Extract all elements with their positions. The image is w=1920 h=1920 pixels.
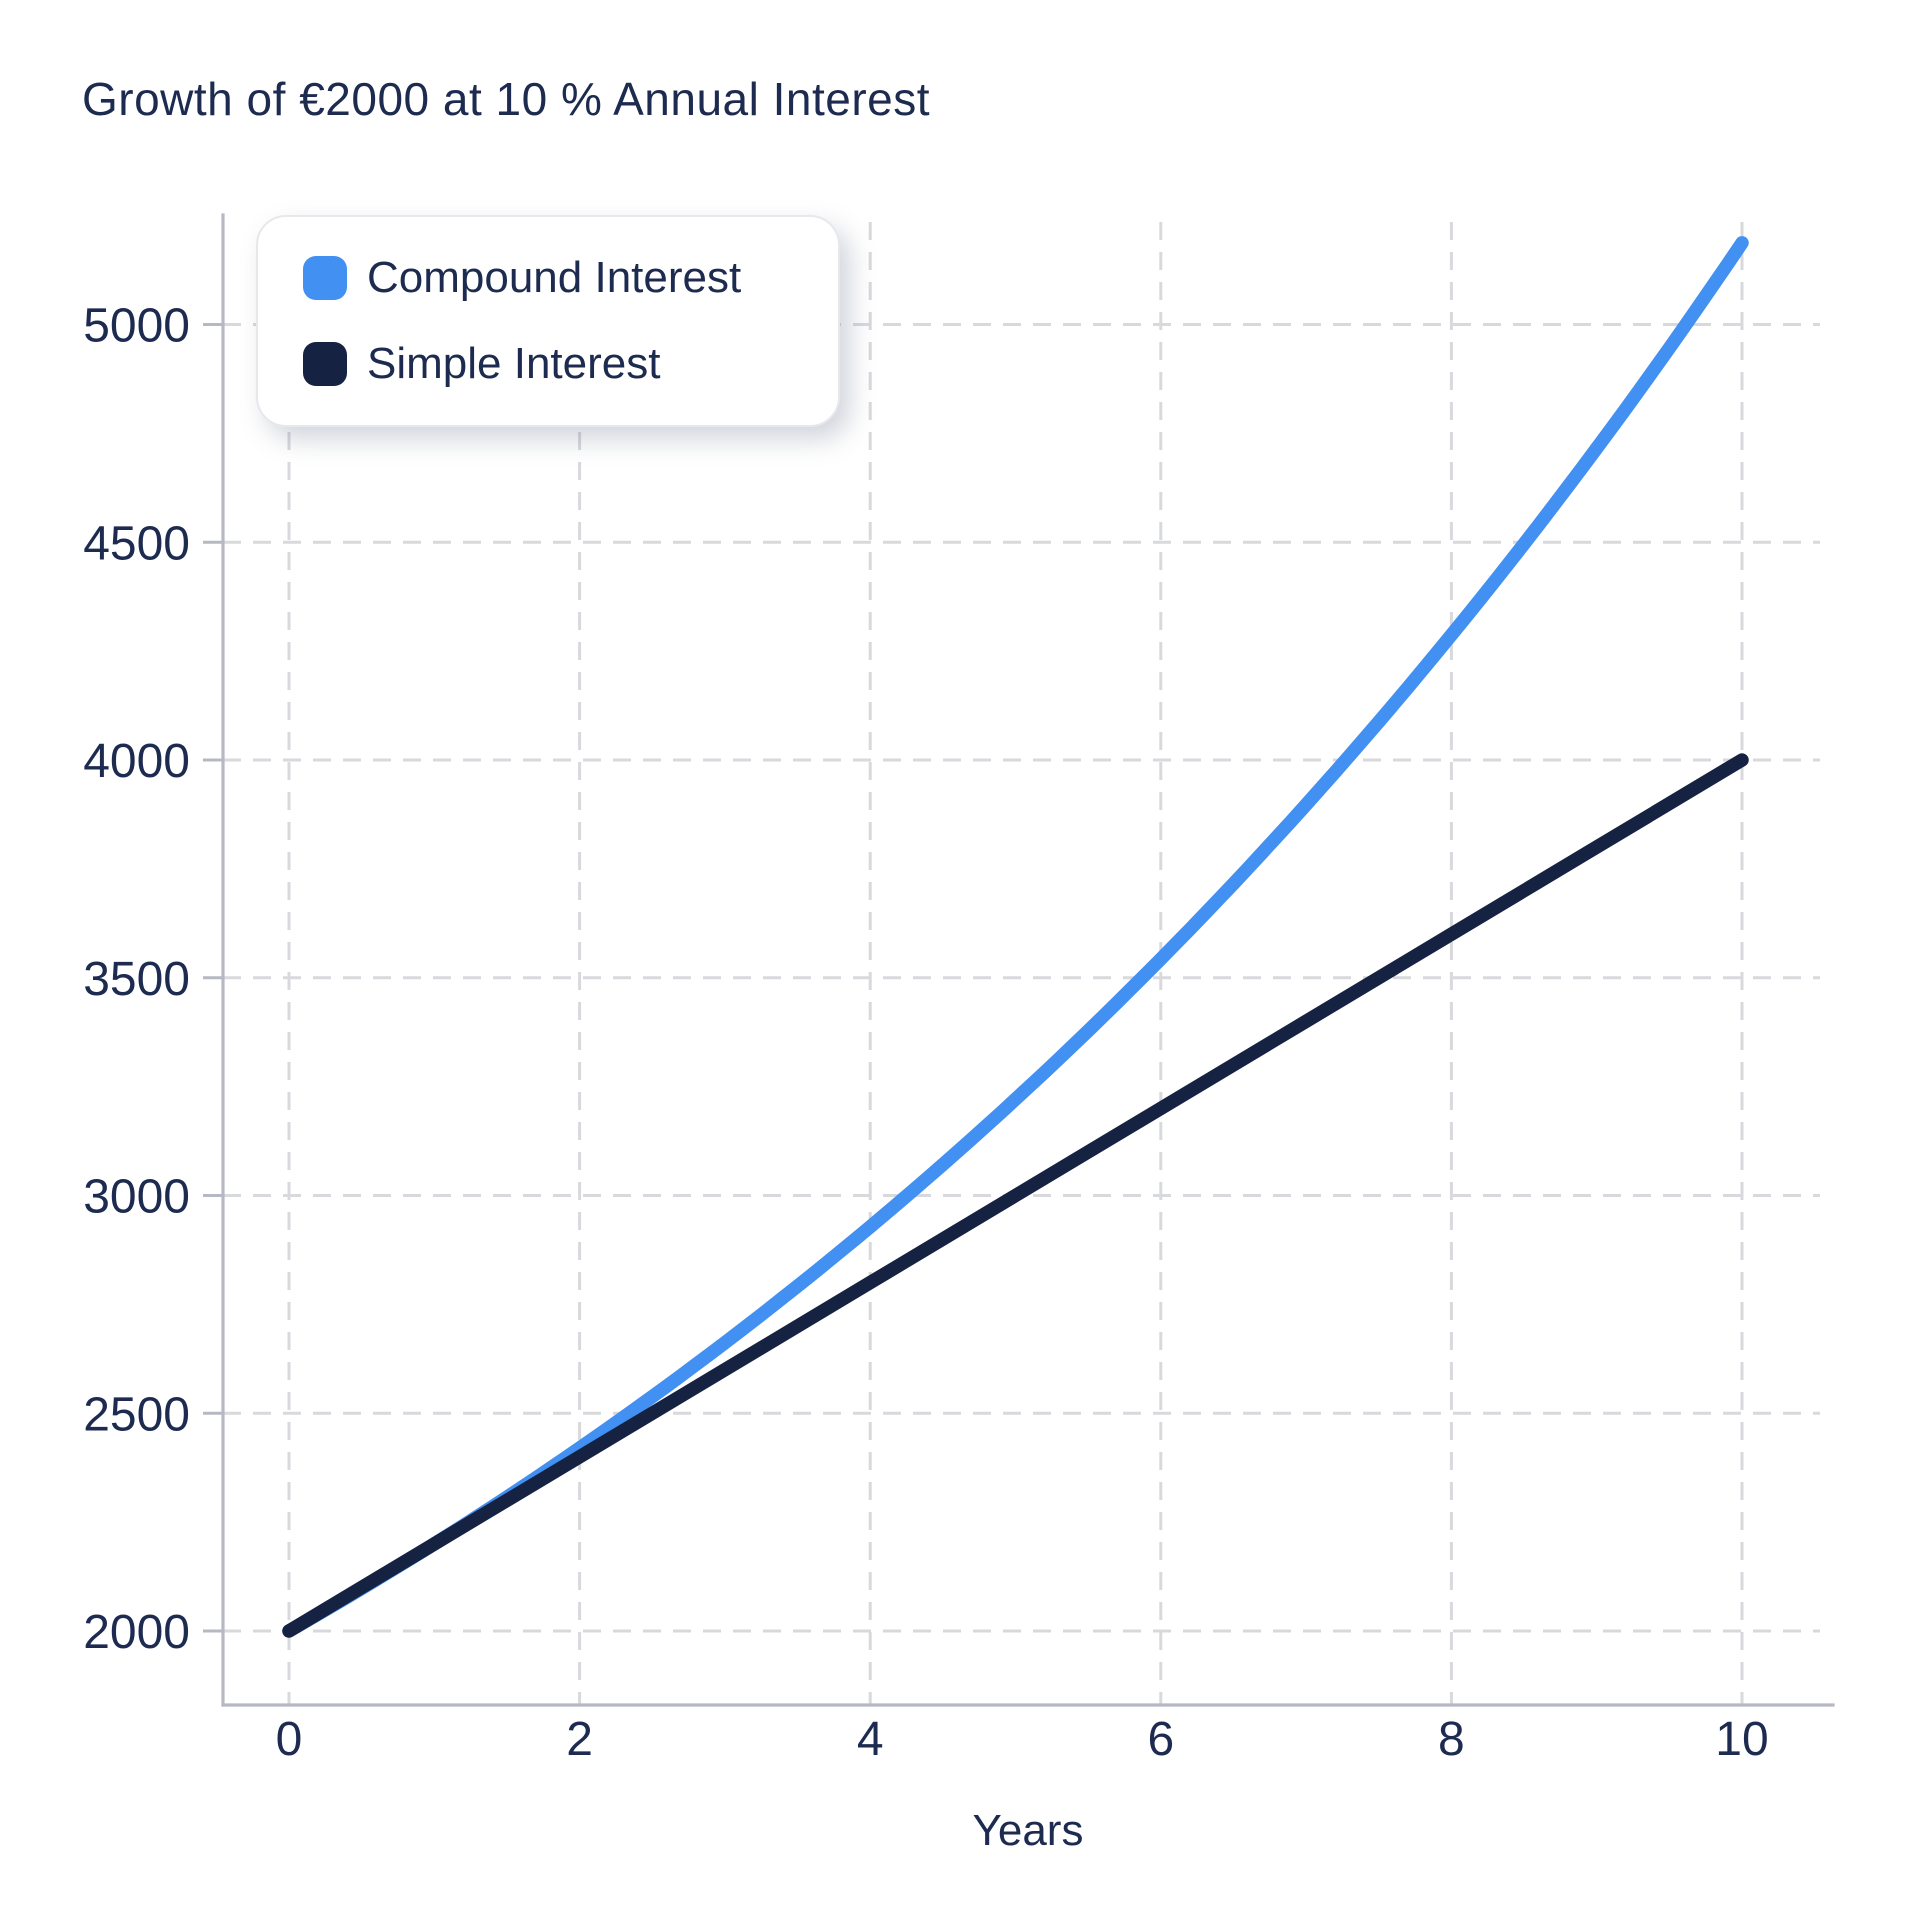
legend-label-compound: Compound Interest	[367, 253, 742, 302]
y-tick-label: 5000	[83, 300, 190, 353]
legend-swatch-simple-icon	[303, 342, 347, 386]
y-tick-label: 3500	[83, 953, 190, 1006]
simple-interest-line	[282, 753, 1749, 1638]
legend-label-simple: Simple Interest	[367, 339, 661, 388]
gridlines	[223, 222, 1820, 1705]
x-tick-label: 0	[276, 1713, 303, 1766]
x-tick-label: 10	[1715, 1713, 1768, 1766]
x-tick-label: 8	[1438, 1713, 1465, 1766]
y-tick-label: 3000	[83, 1171, 190, 1224]
y-tick-label: 4500	[83, 517, 190, 570]
legend-item-compound: Compound Interest	[303, 253, 838, 303]
legend-item-simple: Simple Interest	[303, 339, 838, 389]
x-tick-label: 2	[566, 1713, 593, 1766]
axes	[203, 213, 1835, 1707]
x-tick-label: 4	[857, 1713, 884, 1766]
y-tick-label: 2500	[83, 1388, 190, 1441]
chart-title: Growth of €2000 at 10 % Annual Interest	[82, 73, 931, 125]
legend-swatch-compound-icon	[303, 256, 347, 300]
series-lines	[282, 236, 1749, 1638]
x-axis-label: Years	[972, 1806, 1084, 1855]
tick-labels: 0 2 4 6 8 10 2000 2500 3000 3500 4000 4500 5000	[83, 300, 1768, 1767]
compound-interest-line	[282, 236, 1749, 1638]
x-tick-label: 6	[1147, 1713, 1174, 1766]
y-tick-label: 4000	[83, 735, 190, 788]
legend: Compound Interest Simple Interest	[256, 215, 840, 427]
y-tick-label: 2000	[83, 1606, 190, 1659]
